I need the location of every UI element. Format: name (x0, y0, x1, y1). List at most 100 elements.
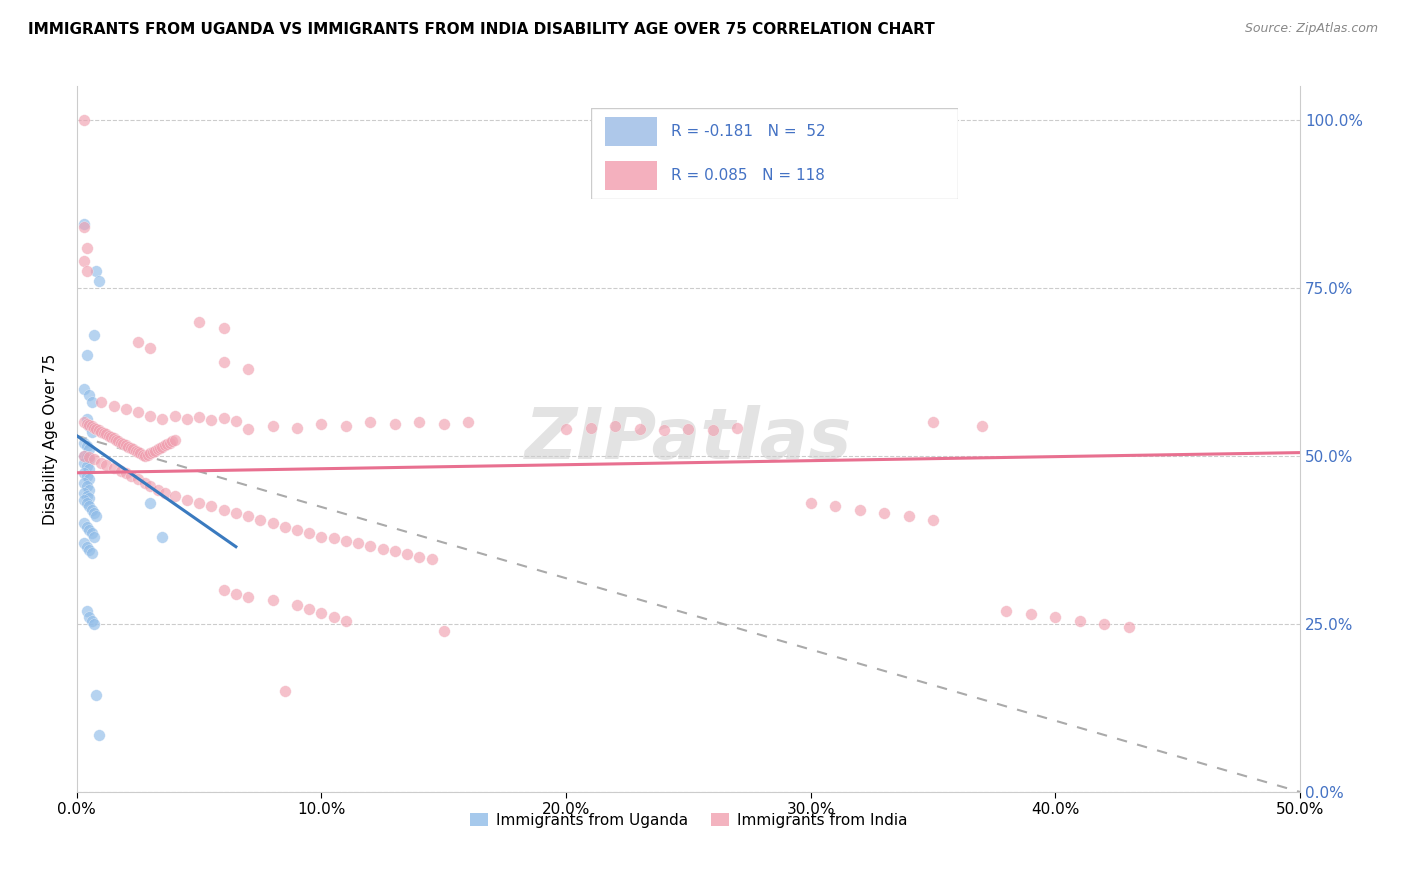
Point (77, 500, 100, 514)
Point (76, 439, 98, 453)
Point (922, 415, 945, 429)
Point (153, 486, 176, 500)
Point (236, 509, 259, 524)
Point (384, 544, 406, 558)
Point (311, 606, 333, 620)
Point (311, 530, 333, 544)
Point (103, 432, 125, 446)
Text: ZIPatlas: ZIPatlas (524, 405, 852, 474)
Point (555, 422, 578, 436)
Point (86, 509, 108, 524)
Point (76, 479, 98, 493)
Point (76, 348, 98, 362)
Point (579, 421, 602, 435)
Point (76, 496, 98, 510)
Point (73, 466, 96, 480)
Point (274, 684, 297, 698)
Point (457, 415, 479, 429)
Point (139, 409, 162, 423)
Point (77, 462, 100, 476)
Point (112, 437, 135, 451)
Point (156, 437, 179, 451)
Point (73, 449, 96, 463)
Point (359, 539, 381, 553)
Point (1092, 617, 1115, 632)
Point (408, 415, 430, 429)
Point (114, 467, 136, 481)
Point (433, 417, 456, 431)
Point (77, 442, 100, 457)
Point (285, 598, 308, 612)
Point (134, 449, 156, 463)
Point (347, 536, 370, 550)
Point (127, 405, 149, 419)
Point (100, 430, 122, 444)
Point (76, 458, 98, 473)
Point (1045, 610, 1067, 624)
Point (212, 583, 235, 598)
Point (897, 509, 920, 524)
Point (73, 415, 96, 429)
Point (73, 217, 96, 231)
Point (86, 688, 108, 702)
Point (162, 434, 184, 449)
Point (90, 425, 112, 439)
Point (149, 441, 172, 455)
Point (212, 355, 235, 369)
Point (136, 448, 159, 462)
Point (105, 433, 128, 447)
Point (90, 395, 112, 409)
Point (73, 382, 96, 396)
Point (225, 414, 247, 428)
Point (262, 516, 284, 531)
Point (236, 590, 259, 604)
Point (73, 516, 96, 531)
Point (678, 422, 700, 436)
Point (146, 483, 169, 497)
Point (127, 334, 149, 349)
Point (384, 417, 406, 431)
Point (96, 427, 118, 442)
Point (73, 536, 96, 550)
Point (97, 429, 120, 443)
Point (848, 502, 870, 516)
Point (77, 452, 100, 467)
Point (824, 500, 846, 514)
Point (77, 543, 100, 558)
Point (371, 541, 394, 556)
Point (103, 461, 125, 475)
Point (311, 417, 333, 431)
Point (652, 424, 675, 438)
Point (86, 422, 108, 436)
Point (152, 530, 174, 544)
Point (76, 603, 98, 617)
Point (73, 254, 96, 268)
Point (396, 547, 419, 561)
Point (262, 593, 284, 607)
Point (359, 415, 381, 429)
Point (73, 456, 96, 470)
Point (83, 530, 105, 544)
Text: Source: ZipAtlas.com: Source: ZipAtlas.com (1244, 22, 1378, 36)
Point (77, 473, 100, 487)
Point (139, 479, 162, 493)
Point (76, 450, 98, 465)
Point (90, 456, 112, 470)
Point (1019, 607, 1042, 621)
Point (628, 422, 651, 436)
Point (80, 526, 103, 541)
Point (212, 410, 235, 425)
Point (188, 496, 211, 510)
Point (96, 458, 118, 473)
Point (176, 492, 198, 507)
Point (73, 492, 96, 507)
Point (83, 506, 105, 520)
Point (127, 473, 149, 487)
Point (200, 500, 222, 514)
Point (298, 526, 321, 541)
Point (77, 483, 100, 497)
Point (1069, 614, 1091, 628)
Point (335, 614, 357, 628)
Point (236, 361, 259, 376)
Point (225, 506, 247, 520)
